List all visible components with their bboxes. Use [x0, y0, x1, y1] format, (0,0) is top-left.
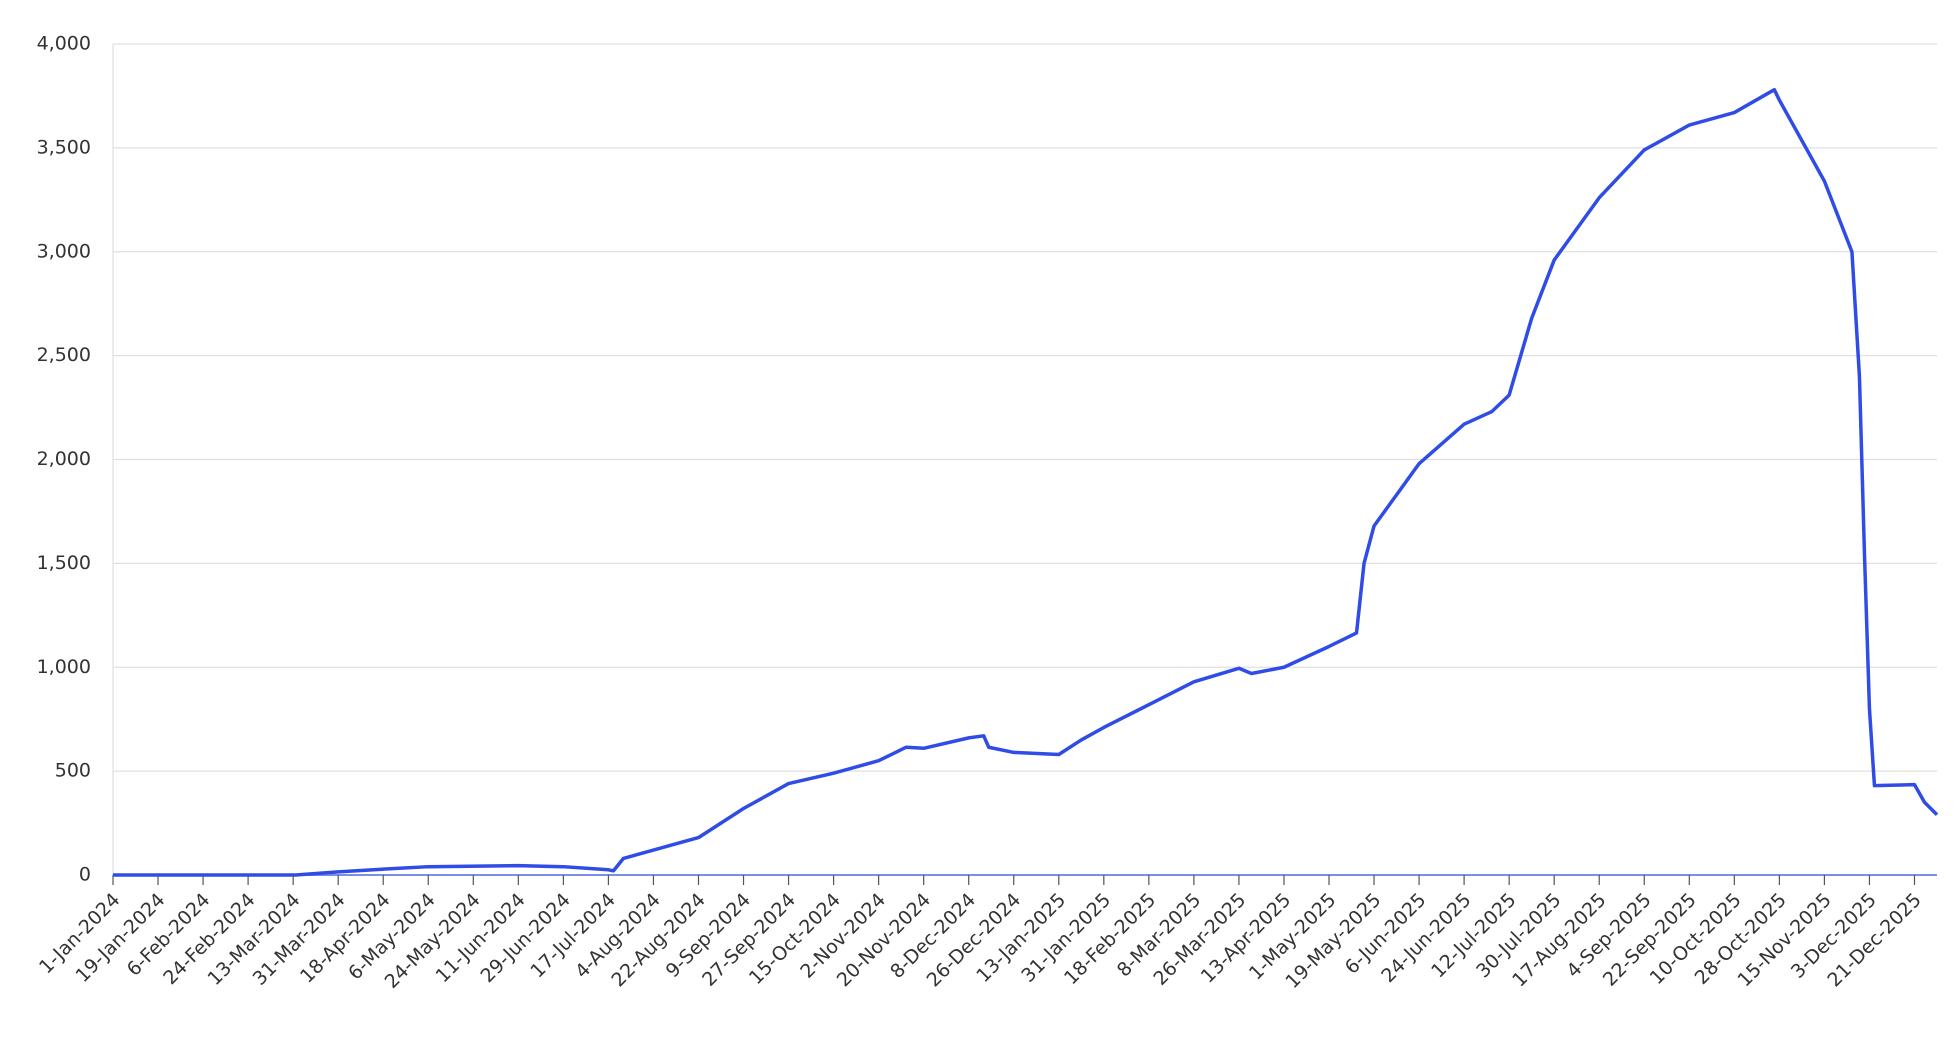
y-tick-label: 1,000 — [37, 656, 91, 678]
y-tick-label: 3,000 — [37, 240, 91, 262]
y-tick-label: 1,500 — [37, 552, 91, 574]
y-tick-label: 2,500 — [37, 344, 91, 366]
y-tick-label: 0 — [79, 864, 91, 886]
y-tick-label: 2,000 — [37, 448, 91, 470]
y-tick-label: 3,500 — [37, 136, 91, 158]
data-line — [113, 87, 1939, 877]
y-tick-label: 4,000 — [37, 33, 91, 55]
y-tick-label: 500 — [55, 760, 91, 782]
